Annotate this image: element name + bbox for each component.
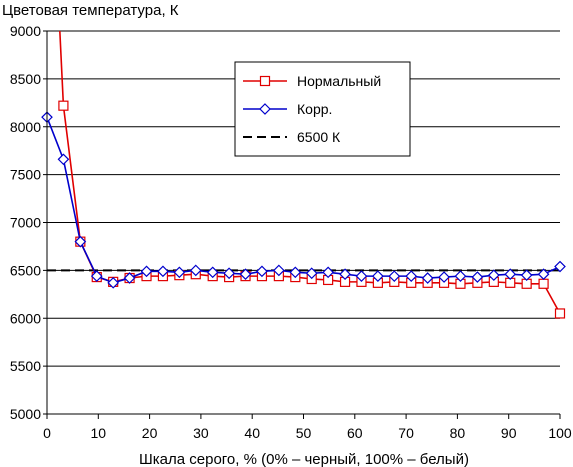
x-tick-label-0: 0 [43, 425, 51, 441]
x-tick-label-30: 30 [193, 425, 209, 441]
series-1-point-10 [206, 266, 219, 279]
legend-label-1: Корр. [297, 101, 332, 117]
y-tick-labels: 5000 5500 6000 6500 7000 7500 8000 8500 9000 [10, 23, 41, 422]
x-tick-label-40: 40 [244, 425, 260, 441]
series-1-point-18 [339, 268, 351, 281]
x-axis-title: Шкала серого, % (0% – черный, 100% – бел… [139, 451, 469, 467]
y-tick-label-7500: 7500 [10, 167, 41, 183]
legend-label-2: 6500 К [297, 129, 341, 145]
x-tick-label-70: 70 [398, 425, 414, 441]
y-tick-label-6000: 6000 [10, 310, 41, 326]
series-1-point-13 [256, 265, 268, 278]
series-1-point-9 [189, 264, 202, 277]
series-1-point-24 [438, 271, 450, 283]
legend: Нормальный Корр. 6500 К [234, 61, 411, 157]
series-1-point-31 [554, 260, 566, 273]
series-1-point-22 [405, 270, 418, 282]
series-0-point-30 [554, 308, 566, 319]
x-tick-label-10: 10 [91, 425, 107, 441]
y-tick-label-9000: 9000 [10, 23, 41, 39]
series-1-point-15 [289, 266, 302, 279]
series-1-point-7 [157, 265, 169, 278]
series-1-point-1 [57, 153, 70, 166]
series-1-point-29 [520, 269, 533, 282]
series-1-point-19 [355, 270, 368, 282]
series-1-point-8 [173, 266, 186, 279]
series-0-point-29 [538, 278, 549, 289]
series-0-point-0 [58, 100, 69, 111]
chart-title: Цветовая температура, К [2, 2, 179, 19]
series-1-point-6 [140, 265, 153, 278]
series-1-point-3 [90, 270, 103, 282]
series-1-point-16 [305, 267, 318, 280]
series-1-point-11 [223, 267, 235, 280]
y-tick-label-6500: 6500 [10, 262, 41, 278]
x-tick-label-100: 100 [548, 425, 572, 441]
series-1-point-26 [471, 271, 484, 283]
series-1-point-27 [487, 269, 500, 282]
series-1-point-12 [239, 268, 252, 281]
x-tick-label-50: 50 [296, 425, 312, 441]
series-1-point-25 [454, 270, 467, 282]
series-1-point-5 [123, 272, 136, 284]
y-tick-label-8000: 8000 [10, 119, 41, 135]
series-1-point-21 [388, 270, 401, 282]
series-1-point-23 [421, 272, 434, 284]
series-1-point-17 [322, 266, 334, 279]
series-layer [41, 30, 566, 319]
x-tick-labels: 0 10 20 30 40 50 60 70 80 90 100 [43, 425, 572, 441]
legend-marker-1 [259, 103, 271, 115]
x-tick-label-20: 20 [142, 425, 158, 441]
series-1-point-28 [504, 268, 517, 281]
y-tick-label-5500: 5500 [10, 358, 41, 374]
series-1-point-30 [537, 268, 550, 281]
series-1-point-2 [74, 235, 87, 248]
x-tick-label-80: 80 [450, 425, 466, 441]
series-1-point-14 [273, 264, 285, 277]
y-tick-label-7000: 7000 [10, 215, 41, 231]
legend-items: Нормальный Корр. 6500 К [243, 73, 381, 145]
legend-label-0: Нормальный [297, 73, 381, 89]
axes [43, 30, 561, 419]
y-tick-label-5000: 5000 [10, 406, 41, 422]
x-tick-label-90: 90 [501, 425, 517, 441]
series-1-point-4 [107, 276, 120, 289]
series-1 [41, 111, 566, 289]
series-1-point-20 [372, 270, 384, 282]
legend-marker-0 [259, 75, 271, 87]
y-tick-label-8500: 8500 [10, 71, 41, 87]
x-tick-label-60: 60 [347, 425, 363, 441]
